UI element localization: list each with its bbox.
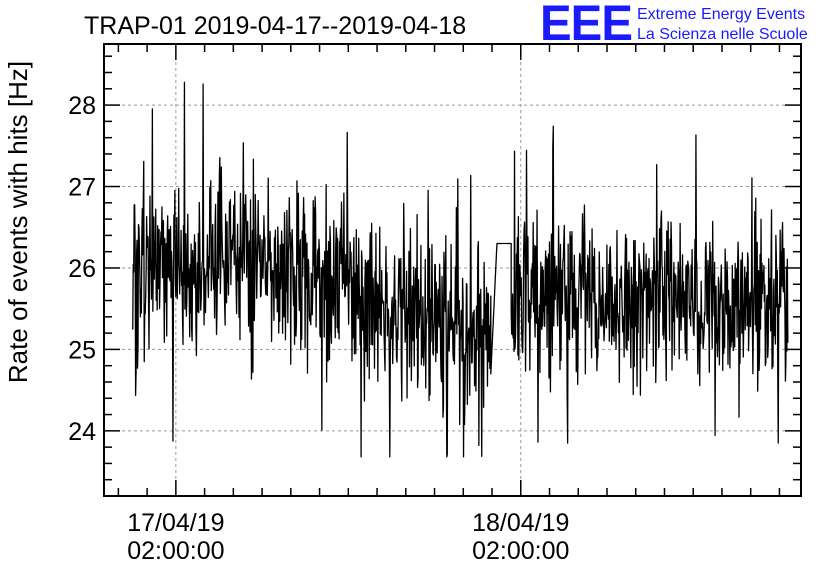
y-tick-labels: 24 25 26 27 28 bbox=[68, 92, 96, 446]
axis-ticks bbox=[104, 44, 801, 497]
x-tick-label-time: 02:00:00 bbox=[127, 537, 224, 565]
y-tick-label: 28 bbox=[68, 92, 96, 120]
x-tick-label-date: 17/04/19 bbox=[127, 509, 224, 537]
rate-series-line bbox=[132, 81, 789, 458]
logo-line-2: La Scienza nelle Scuole bbox=[637, 26, 808, 43]
chart-title: TRAP-01 2019-04-17--2019-04-18 bbox=[84, 12, 466, 40]
x-tick-label-date: 18/04/19 bbox=[472, 509, 569, 537]
y-tick-label: 27 bbox=[68, 174, 96, 202]
x-tick-label-time: 02:00:00 bbox=[472, 537, 569, 565]
series-layer bbox=[132, 81, 789, 458]
logo-mark: EEE bbox=[540, 0, 632, 51]
y-tick-label: 24 bbox=[68, 418, 96, 446]
eee-logo: EEE Extreme Energy Events La Scienza nel… bbox=[540, 0, 808, 51]
y-axis-label: Rate of events with hits [Hz] bbox=[3, 61, 33, 383]
y-tick-label: 26 bbox=[68, 255, 96, 283]
y-tick-label: 25 bbox=[68, 336, 96, 364]
logo-line-1: Extreme Energy Events bbox=[637, 6, 805, 23]
plot-frame bbox=[103, 43, 802, 497]
